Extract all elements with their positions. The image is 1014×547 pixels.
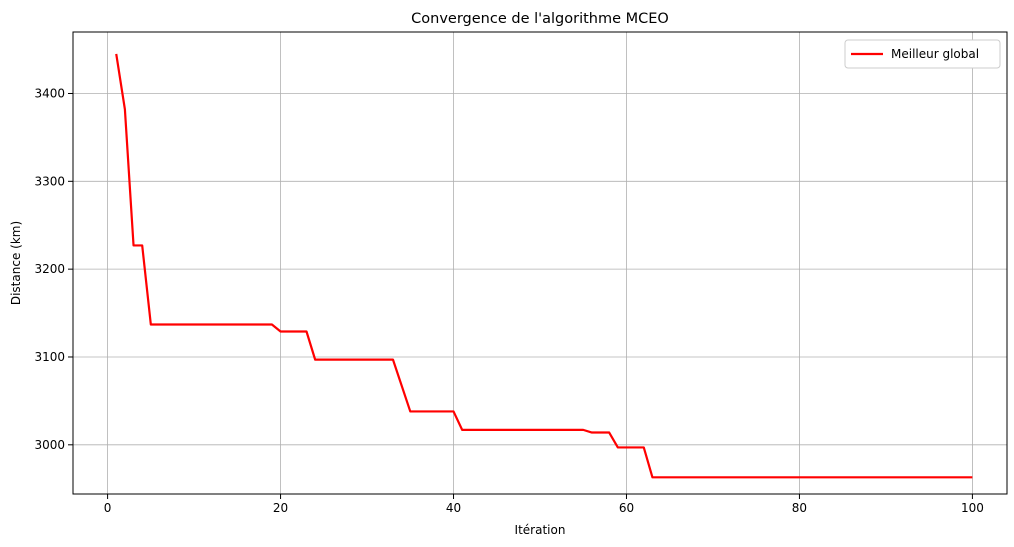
y-tick-label: 3000 xyxy=(34,438,65,452)
x-tick-label: 20 xyxy=(273,501,288,515)
y-tick-label: 3200 xyxy=(34,262,65,276)
plot-frame xyxy=(72,31,1008,495)
legend: Meilleur global xyxy=(844,39,1001,69)
y-tick-label: 3300 xyxy=(34,174,65,188)
series-line-meilleur-global xyxy=(115,53,973,479)
legend-label: Meilleur global xyxy=(891,47,979,61)
x-tick-label: 60 xyxy=(619,501,634,515)
x-tick-label: 80 xyxy=(792,501,807,515)
axis-ticks: 0 20 40 60 80 100 3000 3100 3200 3300 3400 xyxy=(34,86,983,515)
y-axis-label: Distance (km) xyxy=(9,221,23,305)
legend-box xyxy=(844,39,1001,69)
chart-title: Convergence de l'algorithme MCEO xyxy=(411,11,669,27)
x-tick-label: 100 xyxy=(961,501,984,515)
x-axis-label: Itération xyxy=(515,523,566,537)
x-tick-label: 40 xyxy=(446,501,461,515)
y-tick-label: 3100 xyxy=(34,350,65,364)
x-tick-label: 0 xyxy=(104,501,112,515)
grid-lines xyxy=(73,32,1007,494)
y-tick-label: 3400 xyxy=(34,86,65,100)
series-layer xyxy=(115,53,973,479)
